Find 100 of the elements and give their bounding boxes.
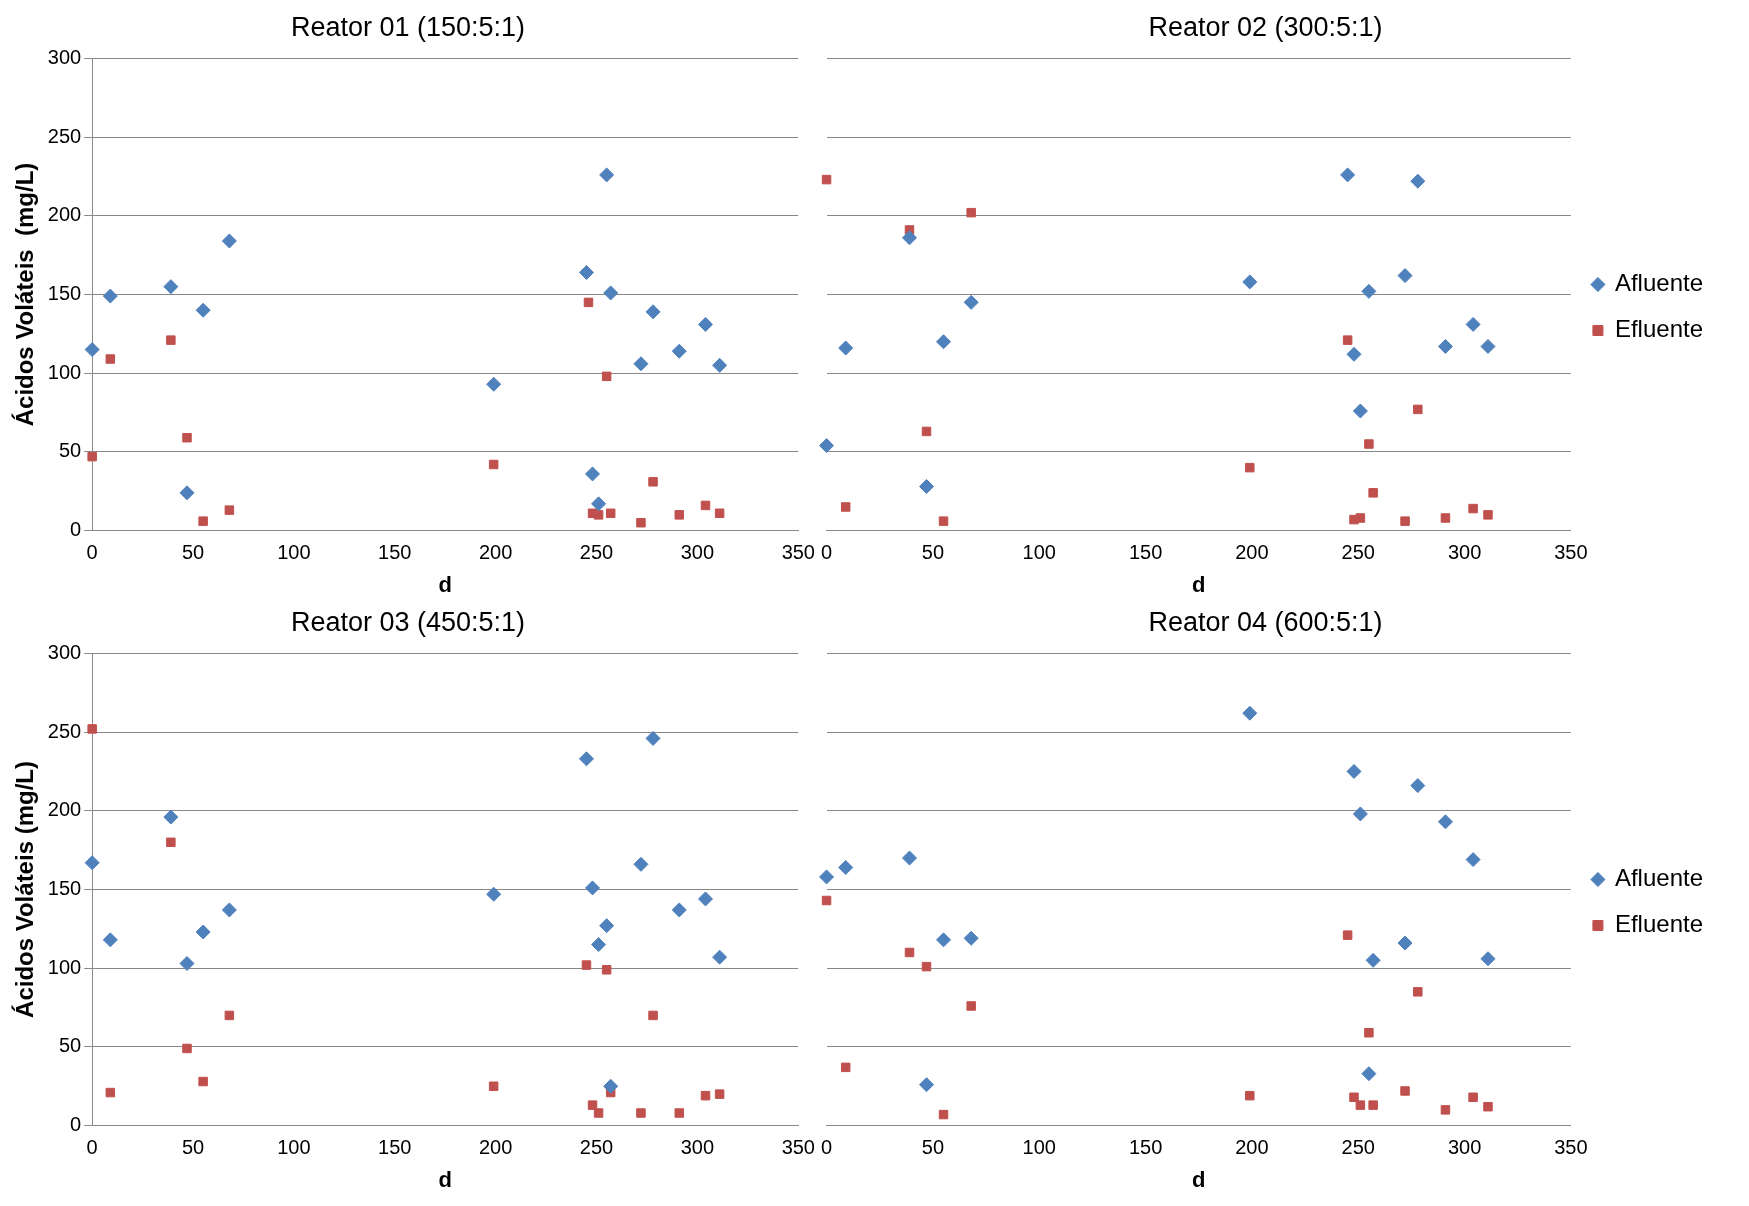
point <box>221 233 237 249</box>
point <box>163 809 179 825</box>
point <box>1352 806 1368 822</box>
point <box>963 294 979 310</box>
point <box>182 1043 192 1054</box>
point <box>1242 705 1258 721</box>
x-tick-label: 0 <box>86 1136 98 1159</box>
point <box>105 354 116 364</box>
point <box>645 304 661 320</box>
point <box>1365 952 1381 968</box>
point <box>1368 488 1378 498</box>
x-tick-label: 250 <box>579 1136 614 1159</box>
point <box>221 902 237 918</box>
y-tick-label: 50 <box>58 1034 82 1057</box>
point <box>671 902 687 918</box>
point <box>966 1001 976 1011</box>
point <box>1368 1100 1378 1110</box>
point <box>919 1077 935 1093</box>
point <box>224 1010 235 1021</box>
point <box>599 167 615 183</box>
point <box>1465 316 1481 332</box>
y-tick-label: 150 <box>47 877 82 900</box>
point <box>1397 935 1413 951</box>
point <box>1440 513 1451 523</box>
chart-title: Reator 04 (600:5:1) <box>1148 606 1383 637</box>
point <box>102 932 118 948</box>
x-tick-label: 350 <box>1554 541 1588 564</box>
point <box>1437 338 1453 354</box>
y-tick-label: 200 <box>47 798 82 821</box>
x-tick-label: 50 <box>921 1136 945 1159</box>
point <box>599 918 615 934</box>
point <box>636 1108 646 1118</box>
x-tick-label: 50 <box>181 1136 205 1159</box>
x-tick-label: 100 <box>1022 541 1056 564</box>
point <box>674 1108 685 1118</box>
point <box>87 451 97 462</box>
point <box>585 880 601 896</box>
x-tick-label: 100 <box>277 541 311 564</box>
point <box>1364 1027 1374 1038</box>
point <box>1410 173 1426 189</box>
point <box>166 335 176 345</box>
point <box>488 1081 499 1091</box>
x-axis-title: d <box>1192 571 1206 597</box>
point <box>1346 346 1362 362</box>
x-tick-label: 350 <box>1554 1136 1588 1159</box>
point <box>902 850 918 866</box>
x-tick-label: 0 <box>821 541 833 564</box>
point <box>1242 274 1258 290</box>
y-tick-label: 100 <box>47 360 82 383</box>
x-tick-label: 150 <box>378 541 412 564</box>
point <box>84 342 100 358</box>
point <box>1480 338 1496 354</box>
legend-label: Afluente <box>1614 269 1704 297</box>
point <box>578 751 594 767</box>
point <box>488 459 499 470</box>
x-axis-title: d <box>438 1166 452 1192</box>
y-axis-title: Ácidos Voláteis (mg/L) <box>11 162 39 427</box>
chart-title: Reator 02 (300:5:1) <box>1148 11 1383 42</box>
y-tick-label: 200 <box>47 203 82 226</box>
point <box>1468 1092 1478 1103</box>
y-tick-label: 300 <box>47 640 82 663</box>
point <box>1364 439 1374 449</box>
point <box>1352 403 1368 419</box>
point <box>938 516 949 526</box>
point <box>1245 462 1255 473</box>
point <box>698 891 714 907</box>
point <box>645 730 661 746</box>
x-tick-label: 200 <box>1235 541 1269 564</box>
x-tick-label: 50 <box>921 541 945 564</box>
point <box>700 500 711 511</box>
point <box>674 510 685 520</box>
point <box>1413 404 1423 415</box>
x-tick-label: 150 <box>1128 1136 1163 1159</box>
y-tick-label: 100 <box>47 955 82 978</box>
point <box>936 932 952 948</box>
point <box>179 955 195 971</box>
y-tick-label: 0 <box>70 1113 82 1136</box>
point <box>1410 778 1426 794</box>
point <box>821 174 832 185</box>
point <box>581 960 592 970</box>
point <box>87 724 97 734</box>
point <box>601 371 612 382</box>
point <box>648 1010 658 1021</box>
point <box>1465 852 1481 868</box>
point <box>1483 1101 1493 1112</box>
x-tick-label: 300 <box>1447 541 1482 564</box>
point <box>821 895 832 906</box>
point <box>1361 1066 1377 1082</box>
x-tick-label: 100 <box>1022 1136 1056 1159</box>
point <box>166 837 176 848</box>
point <box>1413 987 1423 997</box>
x-tick-label: 150 <box>378 1136 412 1159</box>
point <box>698 316 714 332</box>
point <box>1355 513 1366 523</box>
x-tick-label: 200 <box>478 541 513 564</box>
point <box>902 230 918 246</box>
point <box>182 432 192 443</box>
y-axis-title: Ácidos Voláteis (mg/L) <box>11 761 39 1018</box>
point <box>583 297 594 308</box>
point <box>1342 335 1353 345</box>
